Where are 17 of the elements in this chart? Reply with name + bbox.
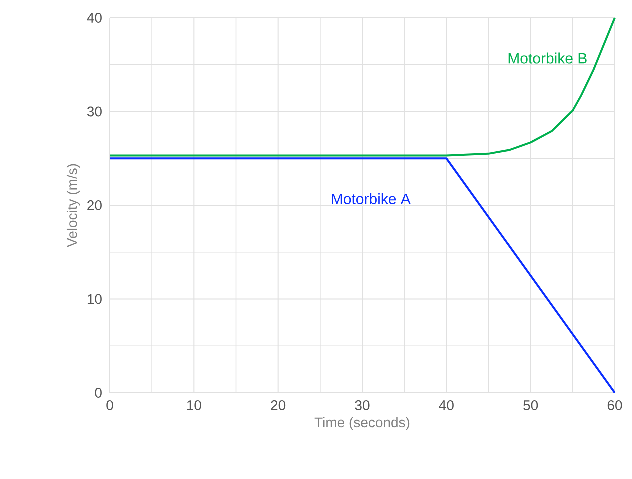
x-tick-label: 60 (608, 400, 622, 410)
x-tick-label: 40 (439, 400, 454, 410)
x-tick-label: 30 (355, 400, 370, 410)
x-tick-label: 50 (524, 400, 538, 410)
x-tick-label: 0 (106, 400, 114, 410)
series-label: Motorbike B (508, 52, 587, 64)
text: Motorbike A (332, 193, 411, 204)
x-tick-label: 20 (271, 400, 286, 410)
x-tick-label: 10 (187, 400, 202, 410)
y-tick-label: 20 (88, 200, 102, 210)
y-tick-label: 40 (87, 13, 102, 23)
line-series (109, 16, 616, 157)
y-tick-label: 0 (95, 388, 102, 398)
y-tick-label: 10 (88, 294, 102, 304)
y-axis-title: Velocity (m/s) (66, 164, 80, 248)
y-tick-label: 30 (87, 106, 102, 117)
x-axis-title: Time (seconds) (314, 417, 410, 430)
